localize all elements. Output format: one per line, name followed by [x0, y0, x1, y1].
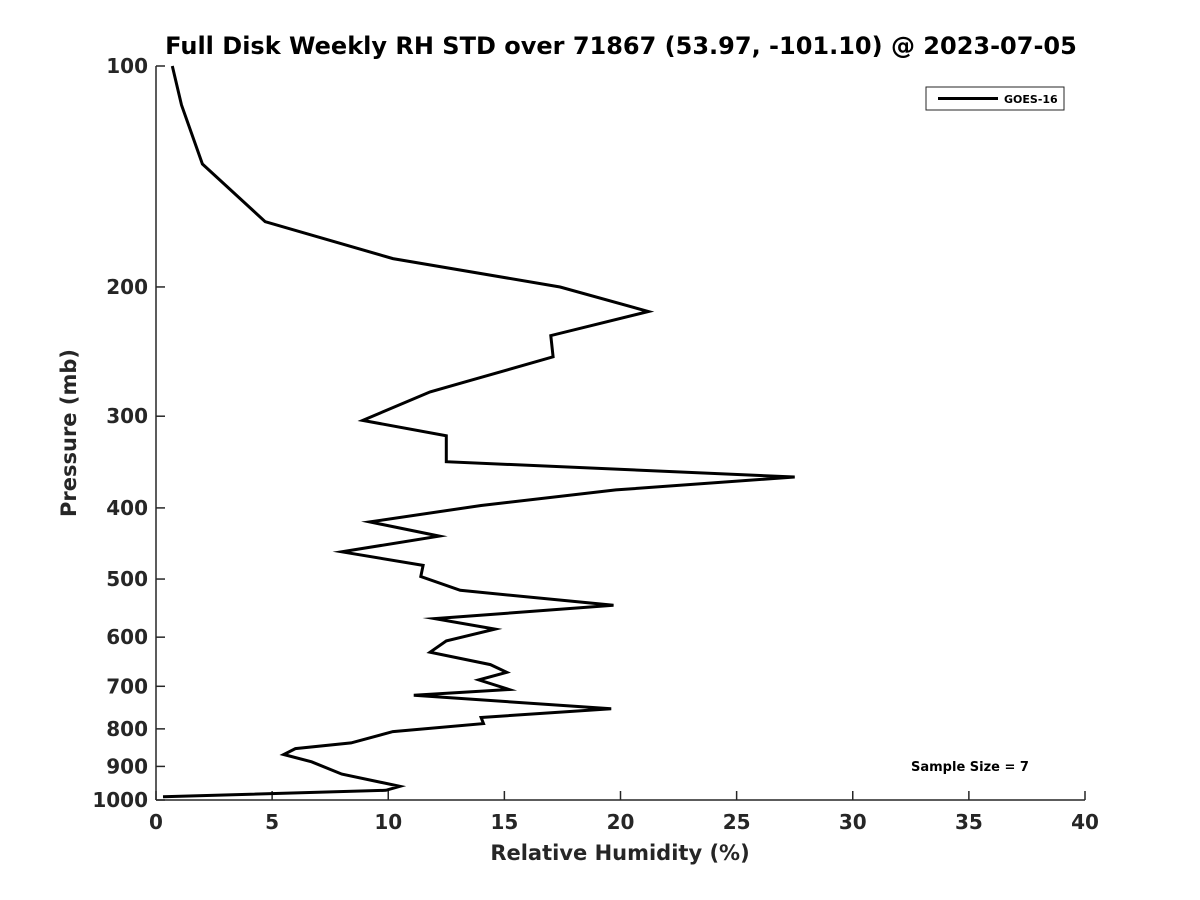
y-tick-label: 1000: [92, 788, 148, 812]
x-axis-label: Relative Humidity (%): [490, 841, 749, 865]
y-tick-label: 900: [106, 754, 148, 778]
legend-label-goes16: GOES-16: [1004, 93, 1058, 106]
y-tick-label: 700: [106, 674, 148, 698]
x-tick-label: 35: [955, 810, 983, 834]
y-axis-label: Pressure (mb): [57, 349, 81, 517]
x-tick-label: 40: [1071, 810, 1099, 834]
y-tick-label: 600: [106, 625, 148, 649]
x-axis-ticks: 0 5 10 15 20 25 30 35 40: [149, 791, 1099, 834]
x-tick-label: 20: [607, 810, 635, 834]
x-tick-label: 10: [374, 810, 402, 834]
series-line-goes16: [162, 65, 795, 799]
x-tick-label: 15: [490, 810, 518, 834]
legend: GOES-16: [925, 86, 1065, 111]
x-tick-label: 25: [723, 810, 751, 834]
y-tick-label: 100: [106, 54, 148, 78]
sample-size-annotation: Sample Size = 7: [911, 760, 1029, 775]
y-tick-label: 800: [106, 717, 148, 741]
x-tick-label: 5: [265, 810, 279, 834]
x-tick-label: 30: [839, 810, 867, 834]
y-tick-label: 400: [106, 496, 148, 520]
chart-title: Full Disk Weekly RH STD over 71867 (53.9…: [165, 32, 1077, 60]
y-tick-label: 200: [106, 275, 148, 299]
y-tick-label: 300: [106, 404, 148, 428]
y-tick-label: 500: [106, 567, 148, 591]
x-tick-label: 0: [149, 810, 163, 834]
series-layer: [162, 65, 795, 799]
y-axis-ticks: 100 200 300 400 500 600 700 800 900 1000: [92, 54, 165, 812]
